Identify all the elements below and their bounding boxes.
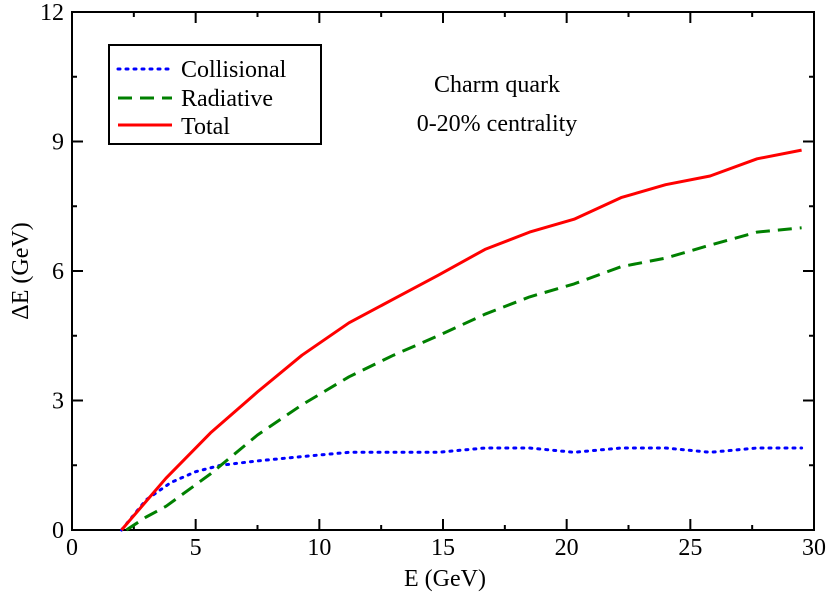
axis-tick-labels: 0 5 10 15 20 25 30 0 3 6 9 12 (40, 0, 826, 561)
legend-label-radiative: Radiative (181, 86, 273, 112)
x-tick-label: 0 (66, 535, 78, 561)
legend-label-collisional: Collisional (181, 57, 287, 83)
y-tick-label: 6 (52, 259, 64, 285)
series-line-radiative (125, 226, 802, 532)
y-tick-label: 0 (52, 518, 64, 544)
series-layer (120, 148, 804, 532)
series-line-collisional (120, 446, 804, 532)
x-tick-label: 25 (678, 535, 702, 561)
x-tick-label: 5 (190, 535, 202, 561)
y-axis-title: ΔE (GeV) (8, 222, 34, 319)
y-tick-label: 12 (40, 0, 64, 26)
annotation-subtitle: 0-20% centrality (417, 111, 578, 137)
legend-box (108, 44, 322, 145)
x-tick-label: 20 (555, 535, 579, 561)
series-line-total (120, 148, 802, 531)
legend-label-total: Total (181, 114, 230, 140)
y-tick-label: 3 (52, 389, 64, 415)
axis-ticks (71, 11, 815, 531)
x-tick-label: 15 (431, 535, 455, 561)
x-tick-label: 10 (307, 535, 331, 561)
y-tick-label: 9 (52, 130, 64, 156)
x-tick-label: 30 (802, 535, 826, 561)
annotation-title: Charm quark (434, 72, 560, 98)
legend: Collisional Radiative Total (108, 44, 322, 145)
x-axis-title: E (GeV) (404, 566, 486, 592)
